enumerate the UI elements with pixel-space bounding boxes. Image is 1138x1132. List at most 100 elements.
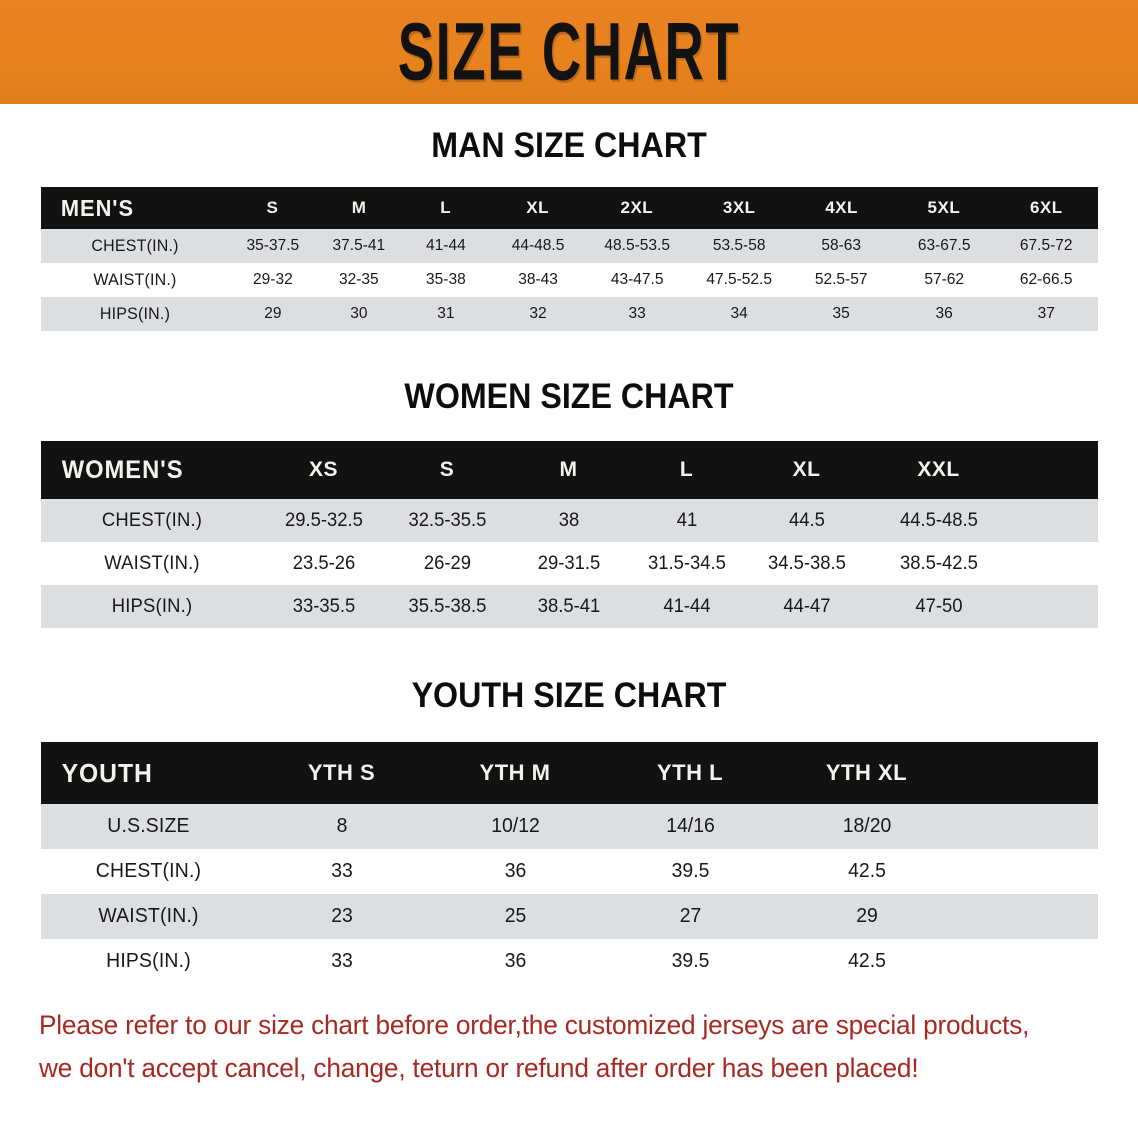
- women-row-2-label: HIPS(IN.): [111, 595, 192, 617]
- youth-table-head: YOUTH YTH S YTH M YTH L YTH XL: [40, 742, 1098, 804]
- women-cell-1-2: 29-31.5: [537, 552, 600, 574]
- youth-table-body: U.S.SIZE 8 10/12 14/16 18/20 CHEST(IN.) …: [40, 804, 1098, 984]
- youth-row-2-label: WAIST(IN.): [97, 905, 199, 927]
- man-cell-0-2: 41-44: [425, 237, 466, 254]
- man-cell-1-2: 35-38: [425, 271, 466, 288]
- youth-cell-3-spacer: [958, 939, 1096, 984]
- youth-cell-0-2: 14/16: [665, 815, 715, 837]
- man-cell-2-7: 36: [935, 305, 953, 322]
- youth-cell-1-0: 33: [330, 860, 353, 882]
- man-cell-0-8: 67.5-72: [1019, 237, 1073, 254]
- youth-size-table: YOUTH YTH S YTH M YTH L YTH XL U.S.SIZE …: [40, 742, 1098, 984]
- man-cell-2-3: 32: [529, 305, 547, 322]
- women-col-spacer: [1010, 441, 1098, 499]
- women-cell-1-0: 23.5-26: [292, 552, 355, 574]
- man-cell-0-0: 35-37.5: [246, 237, 299, 254]
- youth-corner-label: YOUTH: [61, 757, 153, 788]
- table-row: HIPS(IN.) 29 30 31 32 33 34 35 36 37: [40, 297, 1098, 331]
- man-cell-0-6: 58-63: [821, 237, 862, 254]
- disclaimer-line-1: Please refer to our size chart before or…: [39, 1010, 1030, 1040]
- table-row: CHEST(IN.) 35-37.5 37.5-41 41-44 44-48.5…: [40, 229, 1098, 263]
- man-row-2-label: HIPS(IN.): [99, 304, 170, 323]
- man-col-5: 3XL: [722, 198, 756, 217]
- man-cell-2-6: 35: [832, 305, 851, 322]
- man-col-6: 4XL: [825, 198, 858, 217]
- man-cell-0-1: 37.5-41: [332, 237, 386, 254]
- women-cell-0-0: 29.5-32.5: [284, 509, 363, 531]
- man-cell-1-7: 57-62: [924, 271, 964, 288]
- women-cell-1-4: 34.5-38.5: [767, 552, 846, 574]
- man-row-1-label: WAIST(IN.): [92, 270, 177, 289]
- women-cell-1-3: 31.5-34.5: [647, 552, 726, 574]
- youth-cell-2-spacer: [958, 894, 1096, 939]
- man-cell-2-1: 30: [350, 305, 368, 322]
- table-row: WAIST(IN.) 29-32 32-35 35-38 38-43 43-47…: [40, 263, 1098, 297]
- man-cell-1-3: 38-43: [517, 271, 558, 288]
- man-cell-0-3: 44-48.5: [511, 237, 564, 254]
- youth-col-spacer: [956, 742, 1098, 804]
- women-cell-0-spacer: [1011, 499, 1096, 542]
- women-row-1-label: WAIST(IN.): [103, 552, 200, 574]
- youth-cell-2-2: 27: [679, 905, 701, 927]
- youth-cell-0-3: 18/20: [842, 815, 891, 837]
- women-corner-label: WOMEN'S: [61, 455, 184, 484]
- man-col-7: 5XL: [927, 198, 961, 217]
- man-col-0: S: [266, 198, 279, 217]
- youth-col-2: YTH L: [656, 760, 724, 785]
- man-corner-label: MEN'S: [60, 194, 134, 221]
- youth-row-0-label: U.S.SIZE: [106, 815, 190, 837]
- table-row: CHEST(IN.) 29.5-32.5 32.5-35.5 38 41 44.…: [40, 499, 1098, 542]
- women-table-body: CHEST(IN.) 29.5-32.5 32.5-35.5 38 41 44.…: [40, 499, 1098, 628]
- women-cell-2-0: 33-35.5: [292, 595, 355, 617]
- women-cell-1-5: 38.5-42.5: [899, 552, 978, 574]
- youth-cell-2-3: 29: [855, 905, 878, 927]
- women-header-row: WOMEN'S XS S M L XL XXL: [40, 441, 1098, 499]
- banner-title: SIZE CHART: [397, 6, 741, 98]
- table-row: WAIST(IN.) 23.5-26 26-29 29-31.5 31.5-34…: [40, 542, 1098, 585]
- man-cell-2-5: 34: [730, 305, 748, 322]
- table-row: CHEST(IN.) 33 36 39.5 42.5: [40, 849, 1098, 894]
- youth-header-row: YOUTH YTH S YTH M YTH L YTH XL: [40, 742, 1098, 804]
- youth-cell-1-3: 42.5: [847, 860, 886, 882]
- disclaimer-line-2: we don't accept cancel, change, teturn o…: [39, 1052, 919, 1083]
- women-col-5: XXL: [917, 458, 960, 481]
- women-cell-1-1: 26-29: [423, 552, 471, 574]
- women-cell-1-spacer: [1011, 542, 1096, 585]
- man-cell-1-1: 32-35: [339, 271, 379, 288]
- man-size-table: MEN'S S M L XL 2XL 3XL 4XL 5XL 6XL CHEST…: [40, 187, 1098, 331]
- women-cell-0-1: 32.5-35.5: [408, 509, 486, 531]
- youth-row-3-label: HIPS(IN.): [105, 950, 191, 972]
- women-table-wrap: WOMEN'S XS S M L XL XXL CHEST(IN.) 29.5-…: [40, 441, 1098, 628]
- women-cell-0-3: 41: [676, 509, 697, 531]
- table-row: HIPS(IN.) 33 36 39.5 42.5: [40, 939, 1098, 984]
- man-col-8: 6XL: [1029, 198, 1063, 217]
- women-cell-0-4: 44.5: [788, 509, 825, 531]
- women-cell-0-2: 38: [558, 509, 579, 531]
- man-table-body: CHEST(IN.) 35-37.5 37.5-41 41-44 44-48.5…: [40, 229, 1098, 331]
- banner: SIZE CHART: [0, 0, 1138, 104]
- disclaimer: Please refer to our size chart before or…: [39, 1004, 1088, 1090]
- women-col-3: L: [679, 458, 694, 481]
- man-cell-1-0: 29-32: [252, 271, 293, 288]
- man-cell-1-8: 62-66.5: [1019, 271, 1073, 288]
- women-col-0: XS: [308, 458, 338, 481]
- man-cell-1-4: 43-47.5: [610, 271, 664, 288]
- youth-cell-3-2: 39.5: [671, 950, 709, 972]
- women-cell-2-2: 38.5-41: [537, 595, 600, 617]
- youth-cell-1-spacer: [958, 849, 1096, 894]
- women-section-title: WOMEN SIZE CHART: [404, 377, 734, 416]
- table-row: WAIST(IN.) 23 25 27 29: [40, 894, 1098, 939]
- youth-table-wrap: YOUTH YTH S YTH M YTH L YTH XL U.S.SIZE …: [40, 742, 1098, 984]
- youth-col-0: YTH S: [307, 760, 376, 785]
- man-cell-2-0: 29: [263, 305, 281, 322]
- youth-cell-3-3: 42.5: [847, 950, 886, 972]
- youth-section-title: YOUTH SIZE CHART: [411, 676, 727, 715]
- youth-cell-3-1: 36: [504, 950, 526, 972]
- man-cell-0-7: 63-67.5: [917, 237, 971, 254]
- man-col-2: L: [440, 198, 452, 217]
- man-cell-0-4: 48.5-53.5: [604, 237, 670, 254]
- women-row-0-label: CHEST(IN.): [101, 509, 202, 531]
- man-table-head: MEN'S S M L XL 2XL 3XL 4XL 5XL 6XL: [40, 187, 1098, 229]
- man-table-wrap: MEN'S S M L XL 2XL 3XL 4XL 5XL 6XL CHEST…: [40, 187, 1098, 331]
- man-col-4: 2XL: [620, 198, 654, 217]
